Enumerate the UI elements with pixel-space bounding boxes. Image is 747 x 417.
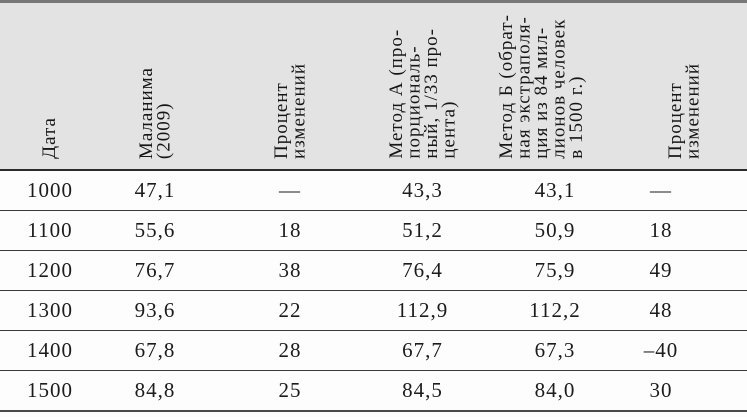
table-row: 1400 67,8 28 67,7 67,3 –40 [0,331,747,371]
table-row: 1300 93,6 22 112,9 112,2 48 [0,291,747,331]
cell-date: 1300 [27,298,73,322]
cell-method-b: 112,2 [529,298,581,322]
column-header-method-a: Метод А (про- порциональ- ный, 1/33 про-… [370,3,475,169]
table-body: 1000 47,1 — 43,3 43,1 — 1100 55,6 18 51,… [0,171,747,412]
cell-method-b: 43,1 [534,178,576,202]
column-header-date: Дата [0,3,100,169]
cell-method-a: 112,9 [396,298,449,322]
column-header-percent-change-1: Процент изменений [210,3,370,169]
cell-date: 1000 [27,178,73,202]
table-row: 1000 47,1 — 43,3 43,1 — [0,171,747,211]
cell-malanima-2009: 76,7 [134,258,176,282]
cell-date: 1200 [27,258,73,282]
cell-method-a: 84,5 [402,378,443,402]
cell-percent-change-1: 22 [278,298,302,322]
table-row: 1500 84,8 25 84,5 84,0 30 [0,371,747,412]
table-row: 1200 76,7 38 76,4 75,9 49 [0,251,747,291]
cell-percent-change-1: — [279,178,301,202]
cell-method-a: 76,4 [402,258,443,282]
column-header-malanima-2009: Маланима (2009) [100,3,210,169]
cell-method-b: 50,9 [534,218,576,242]
column-header-date-label: Дата [39,117,61,159]
cell-percent-change-2: — [650,178,672,202]
cell-percent-change-2: 18 [649,218,673,242]
cell-percent-change-2: 49 [649,258,673,282]
cell-date: 1500 [27,378,73,402]
cell-malanima-2009: 93,6 [134,298,176,322]
cell-malanima-2009: 55,6 [134,218,176,242]
table-row: 1100 55,6 18 51,2 50,9 18 [0,211,747,251]
column-header-malanima-2009-label: Маланима (2009) [135,66,175,159]
cell-method-a: 51,2 [402,218,443,242]
table-header: Дата Маланима (2009) Процент изменений М… [0,0,747,171]
cell-malanima-2009: 67,8 [134,338,176,362]
cell-percent-change-1: 18 [278,218,302,242]
cell-date: 1400 [27,338,73,362]
cell-percent-change-1: 28 [278,338,302,362]
cell-method-a: 67,7 [402,338,443,362]
column-header-method-b-label: Метод Б (обрат- ная экстраполя- ция из 8… [496,14,588,159]
column-header-percent-change-2: Процент изменений [635,3,747,169]
cell-percent-change-2: 30 [649,378,673,402]
cell-method-b: 67,3 [534,338,576,362]
column-header-percent-change-2-label: Процент изменений [664,63,704,159]
cell-method-a: 43,3 [402,178,443,202]
cell-percent-change-1: 38 [278,258,302,282]
cell-method-b: 75,9 [534,258,576,282]
column-header-method-b: Метод Б (обрат- ная экстраполя- ция из 8… [475,3,635,169]
cell-method-b: 84,0 [534,378,576,402]
cell-percent-change-1: 25 [278,378,302,402]
cell-malanima-2009: 47,1 [134,178,176,202]
cell-malanima-2009: 84,8 [134,378,176,402]
cell-date: 1100 [27,218,73,242]
cell-percent-change-2: 48 [649,298,673,322]
column-header-percent-change-1-label: Процент изменений [270,63,310,159]
cell-percent-change-2: –40 [643,338,679,362]
column-header-method-a-label: Метод А (про- порциональ- ный, 1/33 про-… [385,28,460,159]
